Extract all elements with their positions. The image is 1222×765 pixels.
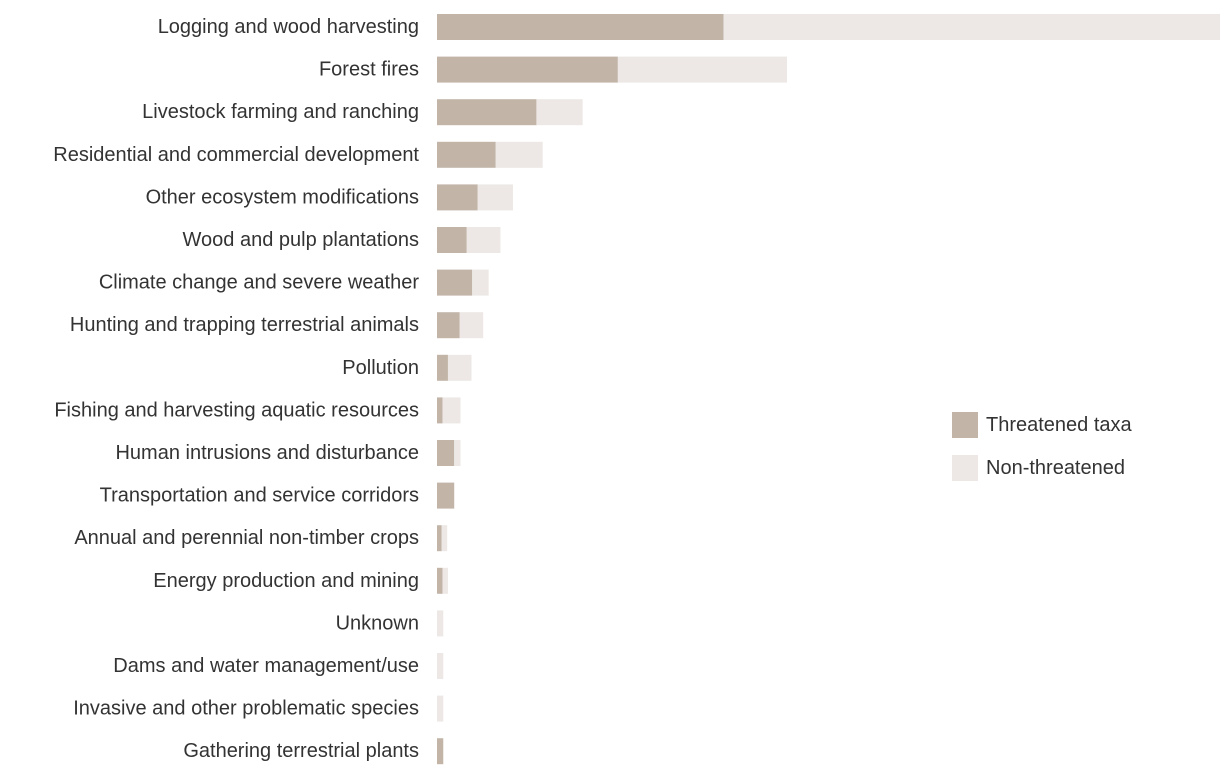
bar-non-threatened-wood-and-pulp-plantations — [466, 227, 501, 253]
bar-non-threatened-invasive-and-other-problematic-species — [437, 695, 444, 722]
bar-threatened-taxa-logging-and-wood-harvesting — [437, 14, 724, 40]
bar-threatened-taxa-climate-change-and-severe-weather — [437, 269, 473, 296]
bar-threatened-taxa-wood-and-pulp-plantations — [437, 227, 467, 253]
bar-non-threatened-livestock-farming-and-ranching — [536, 99, 583, 126]
bar-threatened-taxa-annual-and-perennial-non-timber-crops — [437, 525, 442, 552]
bar-threatened-taxa-gathering-terrestrial-plants — [437, 738, 444, 765]
category-label-gathering-terrestrial-plants: Gathering terrestrial plants — [183, 740, 419, 762]
category-label-residential-and-commercial-development: Residential and commercial development — [53, 144, 419, 166]
category-label-energy-production-and-mining: Energy production and mining — [153, 570, 419, 592]
category-label-forest-fires: Forest fires — [319, 59, 419, 81]
bars-group — [437, 14, 1220, 765]
bar-threatened-taxa-livestock-farming-and-ranching — [437, 99, 537, 126]
category-label-fishing-and-harvesting-aquatic-resources: Fishing and harvesting aquatic resources — [54, 399, 419, 421]
bar-threatened-taxa-pollution — [437, 354, 448, 381]
legend-swatch-threatened-taxa — [952, 412, 978, 438]
legend-swatch-non-threatened — [952, 455, 978, 481]
legend-label-non-threatened: Non-threatened — [986, 457, 1125, 479]
legend-label-threatened-taxa: Threatened taxa — [986, 414, 1133, 436]
bar-threatened-taxa-forest-fires — [437, 56, 618, 83]
bar-non-threatened-residential-and-commercial-development — [495, 141, 543, 168]
bar-non-threatened-energy-production-and-mining — [442, 567, 448, 594]
bar-threatened-taxa-transportation-and-service-corridors — [437, 482, 455, 509]
bar-non-threatened-other-ecosystem-modifications — [477, 184, 513, 211]
category-label-human-intrusions-and-disturbance: Human intrusions and disturbance — [115, 442, 419, 464]
bar-threatened-taxa-hunting-and-trapping-terrestrial-animals — [437, 312, 460, 339]
bar-non-threatened-forest-fires — [617, 56, 788, 83]
category-labels-group: Logging and wood harvesting Forest fires L… — [53, 16, 419, 762]
bar-non-threatened-fishing-and-harvesting-aquatic-resources — [442, 397, 461, 424]
bar-non-threatened-hunting-and-trapping-terrestrial-animals — [459, 312, 484, 339]
category-label-unknown: Unknown — [336, 612, 419, 634]
bar-threatened-taxa-other-ecosystem-modifications — [437, 184, 478, 211]
bar-non-threatened-climate-change-and-severe-weather — [472, 269, 489, 296]
bar-threatened-taxa-residential-and-commercial-development — [437, 141, 496, 168]
bar-non-threatened-logging-and-wood-harvesting — [723, 14, 1220, 40]
category-label-invasive-and-other-problematic-species: Invasive and other problematic species — [73, 698, 419, 720]
category-label-dams-and-water-management-use: Dams and water management/use — [113, 655, 419, 677]
bar-non-threatened-annual-and-perennial-non-timber-crops — [441, 525, 448, 552]
bar-non-threatened-human-intrusions-and-disturbance — [454, 440, 461, 466]
category-label-other-ecosystem-modifications: Other ecosystem modifications — [146, 186, 419, 208]
category-label-pollution: Pollution — [342, 357, 419, 379]
bar-non-threatened-unknown — [437, 610, 444, 637]
category-label-wood-and-pulp-plantations: Wood and pulp plantations — [183, 229, 419, 251]
bar-non-threatened-dams-and-water-management-use — [437, 653, 444, 679]
category-label-transportation-and-service-corridors: Transportation and service corridors — [100, 485, 419, 507]
category-label-logging-and-wood-harvesting: Logging and wood harvesting — [158, 16, 419, 38]
bar-threatened-taxa-human-intrusions-and-disturbance — [437, 440, 455, 466]
bar-threatened-taxa-energy-production-and-mining — [437, 567, 443, 594]
category-label-annual-and-perennial-non-timber-crops: Annual and perennial non-timber crops — [74, 527, 419, 549]
bar-threatened-taxa-fishing-and-harvesting-aquatic-resources — [437, 397, 443, 424]
bar-non-threatened-pollution — [447, 354, 472, 381]
category-label-livestock-farming-and-ranching: Livestock farming and ranching — [142, 101, 419, 123]
legend: Threatened taxa Non-threatened — [952, 412, 1133, 481]
category-label-hunting-and-trapping-terrestrial-animals: Hunting and trapping terrestrial animals — [70, 314, 419, 336]
category-label-climate-change-and-severe-weather: Climate change and severe weather — [99, 272, 420, 294]
